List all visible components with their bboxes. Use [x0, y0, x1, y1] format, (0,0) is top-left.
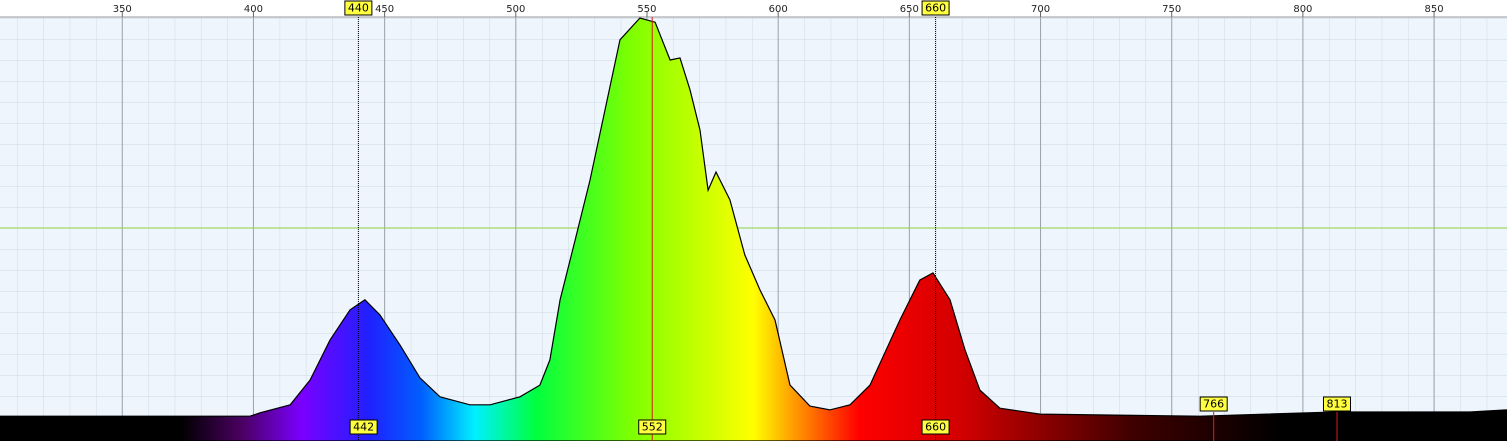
x-tick-label: 350 [113, 4, 132, 15]
peak-tag: 442 [349, 419, 378, 435]
peak-tag-label: 660 [925, 421, 946, 434]
x-tick-label: 650 [900, 4, 919, 15]
x-tick-label: 600 [769, 4, 788, 15]
peak-tag-box [1322, 396, 1351, 412]
x-tick-label: 750 [1162, 4, 1181, 15]
cursor-tag-box [344, 0, 373, 16]
peak-tag-box [921, 419, 950, 435]
peak-tag-label: 552 [642, 421, 663, 434]
x-tick-label: 700 [1031, 4, 1050, 15]
peak-tag: 813 [1322, 396, 1351, 412]
axis-strip [0, 0, 1507, 17]
cursor-tag: 440 [344, 0, 373, 16]
peak-tag: 660 [921, 419, 950, 435]
x-tick-label: 800 [1293, 4, 1312, 15]
cursor-tag-box [921, 0, 950, 16]
x-tick-label: 500 [506, 4, 525, 15]
peak-tag-box [638, 419, 667, 435]
spectrum-area [0, 17, 1507, 441]
peak-tag-box [349, 419, 378, 435]
peak-tag: 552 [638, 419, 667, 435]
x-tick-label: 850 [1425, 4, 1444, 15]
peak-tag-label: 442 [353, 421, 374, 434]
x-tick-label: 300 [0, 4, 1, 15]
peak-tag-label: 813 [1326, 398, 1347, 411]
cursor-tag: 660 [921, 0, 950, 16]
x-tick-label: 450 [375, 4, 394, 15]
peak-tag: 766 [1199, 396, 1228, 412]
cursor-tag-label: 440 [348, 2, 369, 15]
x-tick-label: 400 [244, 4, 263, 15]
peak-tag-box [1199, 396, 1228, 412]
peak-tag-label: 766 [1203, 398, 1224, 411]
cursor-tag-label: 660 [925, 2, 946, 15]
x-tick-label: 550 [637, 4, 656, 15]
